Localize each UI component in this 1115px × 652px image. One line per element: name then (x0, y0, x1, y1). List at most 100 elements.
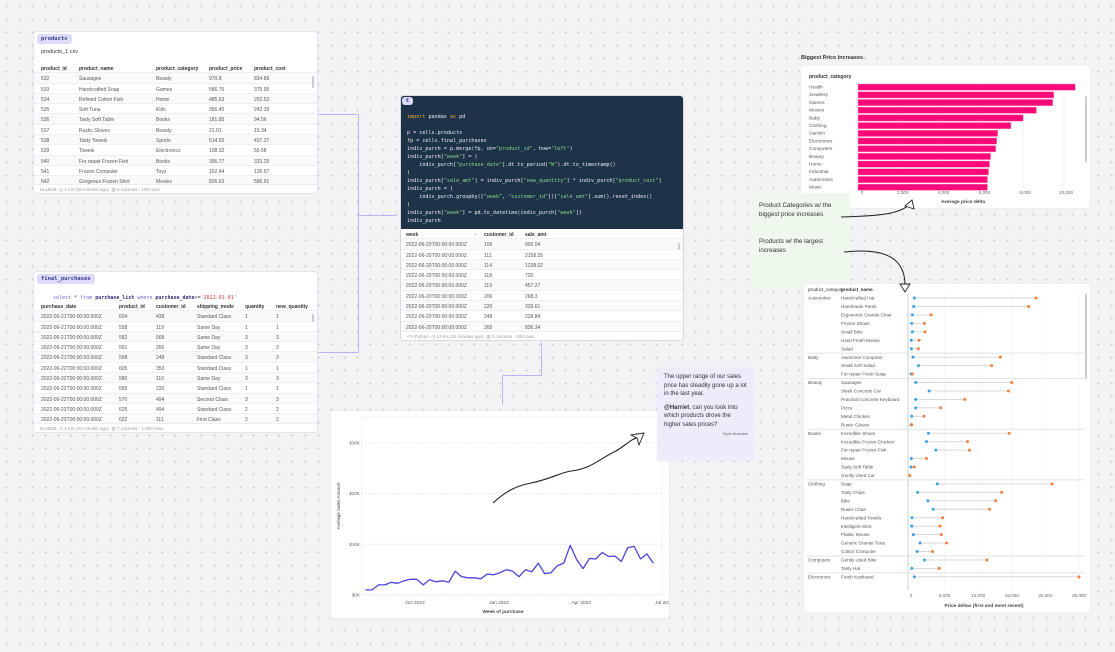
sort-icon[interactable]: ↑ (474, 232, 477, 238)
scrollbar[interactable] (1085, 294, 1087, 379)
x-tick-label: 10,000 (1059, 190, 1073, 195)
scrollbar[interactable] (678, 243, 680, 250)
table-row[interactable]: 2022-06-20T00:00:00.000Z 119 457.27 (401, 280, 683, 291)
recent-price-dot (988, 507, 992, 511)
table-cell: For repair Frozen Fish (79, 158, 129, 165)
column-header[interactable]: shipping_mode (197, 304, 234, 310)
table-row[interactable]: 2022-06-22T00:00:00.000Z 580 116 Same Day 3 3 (34, 373, 317, 384)
product-label: Plastic Mouse (841, 532, 870, 537)
sql-string: '2022-01-01' (200, 295, 237, 301)
table-cell: 1 (245, 386, 248, 393)
table-cell: 228.84 (525, 314, 541, 321)
scrollbar[interactable] (1085, 96, 1087, 162)
table-row[interactable]: 2022-06-21T00:00:00.000Z 558 119 Same Day 1 1 (34, 322, 317, 332)
table-row[interactable]: 537 Rustic Gloves Beauty 21.01 15.34 (34, 125, 317, 136)
column-header[interactable]: product_id (119, 304, 145, 310)
python-cell[interactable]: € import pandas as pd p = cells.products… (400, 95, 684, 341)
column-header[interactable]: product_name (79, 66, 114, 72)
x-tick-label: Oct 2022 (405, 600, 425, 606)
code-editor[interactable]: € import pandas as pd p = cells.products… (401, 96, 683, 229)
recent-price-dot (1034, 296, 1038, 300)
table-row[interactable]: 2022-06-22T00:00:00.000Z 555 220 Standard C… (34, 383, 317, 394)
line-chart-card: $0K $10K $20K $30K Oct 2022 Jan 2023 Apr 2023 J… (330, 410, 670, 619)
column-header[interactable]: new_quantity (276, 304, 308, 310)
table-row[interactable]: 534 Refined Cotton Fish Home 485.63 252.53 (34, 93, 317, 105)
bar (857, 183, 988, 191)
x-tick-label: 25,000 (1072, 593, 1086, 598)
scrollbar[interactable] (312, 314, 314, 322)
table-row[interactable]: 2022-06-20T00:00:00.000Z 206 268.3 (401, 291, 683, 302)
scrollbar[interactable] (312, 76, 314, 88)
final-purchases-cell[interactable]: final_purchases select * from purchase_l… (33, 271, 318, 433)
column-header[interactable]: product_category (156, 66, 199, 72)
products-cell[interactable]: products products_1.csv product_id produc… (33, 31, 318, 194)
table-cell: Same Day (197, 324, 221, 331)
comment-text: The upper range of our sales price has s… (664, 374, 747, 397)
sql-query[interactable]: select * from purchase_list where purcha… (41, 289, 237, 307)
column-header[interactable]: product_price (209, 66, 243, 72)
table-row[interactable]: 2022-06-20T00:00:00.000Z 220 339.61 (401, 301, 683, 312)
bar (857, 83, 1076, 91)
timing-label: 1 ms (38 minutes ago) (64, 187, 109, 192)
table-row[interactable]: 532 Sausages Beauty 970.8 834.89 (34, 73, 317, 84)
table-row[interactable]: 2022-06-22T00:00:00.000Z 605 353 Standard C… (34, 363, 317, 374)
table-row[interactable]: 2022-06-20T00:00:00.000Z 118 720 (401, 270, 683, 281)
table-row[interactable]: 539 Towels Electronics 108.32 59.58 (34, 145, 317, 156)
table-cell: Standard Class (197, 355, 232, 362)
cell-tag[interactable]: products (37, 34, 72, 44)
table-row[interactable]: 538 Tasty Towels Sports 514.55 437.37 (34, 135, 317, 146)
table-row[interactable]: 2022-06-21T00:00:00.000Z 598 248 Standard C… (34, 352, 317, 363)
column-header[interactable]: quantity (245, 304, 265, 310)
table-cell: 265 (484, 324, 493, 331)
table-row[interactable]: 2022-06-21T00:00:00.000Z 582 568 Same Day 3 3 (34, 331, 317, 343)
y-tick-label: Industrial (809, 169, 828, 175)
recent-price-dot (941, 516, 945, 520)
connector (541, 342, 542, 375)
sticky-note[interactable]: Product Categories w/ the biggest price … (752, 193, 850, 290)
table-cell: 375.95 (254, 86, 270, 93)
recent-price-dot (923, 330, 927, 334)
product-label: Incredible Frozen Chicken (841, 439, 895, 444)
table-cell: 3 (276, 355, 279, 362)
table-row[interactable]: 540 For repair Frozen Fish Books 396.77 333.… (34, 155, 317, 166)
column-header[interactable]: customer_id (156, 304, 186, 310)
cell-tag[interactable]: € (402, 97, 414, 105)
column-header[interactable]: sale_amt (525, 232, 547, 238)
table-cell: First Class (197, 417, 221, 424)
column-header[interactable]: product_id (41, 66, 67, 72)
table-row[interactable]: 2022-06-21T00:00:00.000Z 604 438 Standard C… (34, 311, 317, 322)
table-row[interactable]: 2022-06-20T00:00:00.000Z 114 1238.02 (401, 259, 683, 271)
table-cell: 248 (156, 355, 165, 362)
cell-tag[interactable]: final_purchases (37, 274, 95, 284)
comment-note[interactable]: The upper range of our sales price has s… (657, 367, 755, 461)
table-row[interactable]: 533 Handcrafted Soap Games 586.75 375.95 (34, 84, 317, 94)
table-cell: 551 (119, 345, 128, 352)
table-cell: 900.04 (525, 242, 541, 249)
column-header[interactable]: customer_id (484, 232, 514, 238)
table-row[interactable]: 536 Tasty Soft Table Books 181.85 94.56 (34, 114, 317, 125)
table-row[interactable]: 2022-06-21T00:00:00.000Z 551 266 Same Day 3 3 (34, 342, 317, 353)
table-row[interactable]: 2022-06-20T00:00:00.000Z 111 2158.55 (401, 250, 683, 260)
mention-link[interactable]: @Harriet (664, 404, 690, 411)
column-header[interactable]: product_cost (254, 66, 286, 72)
table-cell: Toys (156, 168, 167, 175)
table-row[interactable]: 2022-06-20T00:00:00.000Z 100 900.04 (401, 239, 683, 250)
table-cell: 1 (245, 324, 248, 331)
column-header[interactable]: purchase_date (41, 304, 77, 310)
table-cell: 438 (156, 314, 165, 321)
table-row[interactable]: 2022-06-23T00:00:00.000Z 625 494 Standard C… (34, 404, 317, 415)
table-row[interactable]: 541 Frozen Computer Toys 152.44 135.67 (34, 166, 317, 177)
bar (857, 160, 990, 168)
table-row[interactable]: 2022-06-22T00:00:00.000Z 570 494 Second Cla… (34, 393, 317, 404)
recent-price-dot (985, 558, 989, 562)
recent-price-dot (931, 550, 935, 553)
recent-price-dot (1000, 490, 1004, 494)
python-code[interactable]: import pandas as pd p = cells.products f… (407, 113, 662, 225)
table-row[interactable]: 2022-06-20T00:00:00.000Z 248 228.84 (401, 311, 683, 322)
table-cell: 333.29 (254, 158, 270, 165)
column-header[interactable]: week (406, 232, 419, 238)
table-cell: Sausages (79, 76, 102, 83)
recent-price-dot (1027, 304, 1031, 308)
first-price-dot (910, 321, 914, 325)
table-row[interactable]: 535 Soft Tuna Kids 356.45 242.39 (34, 104, 317, 115)
